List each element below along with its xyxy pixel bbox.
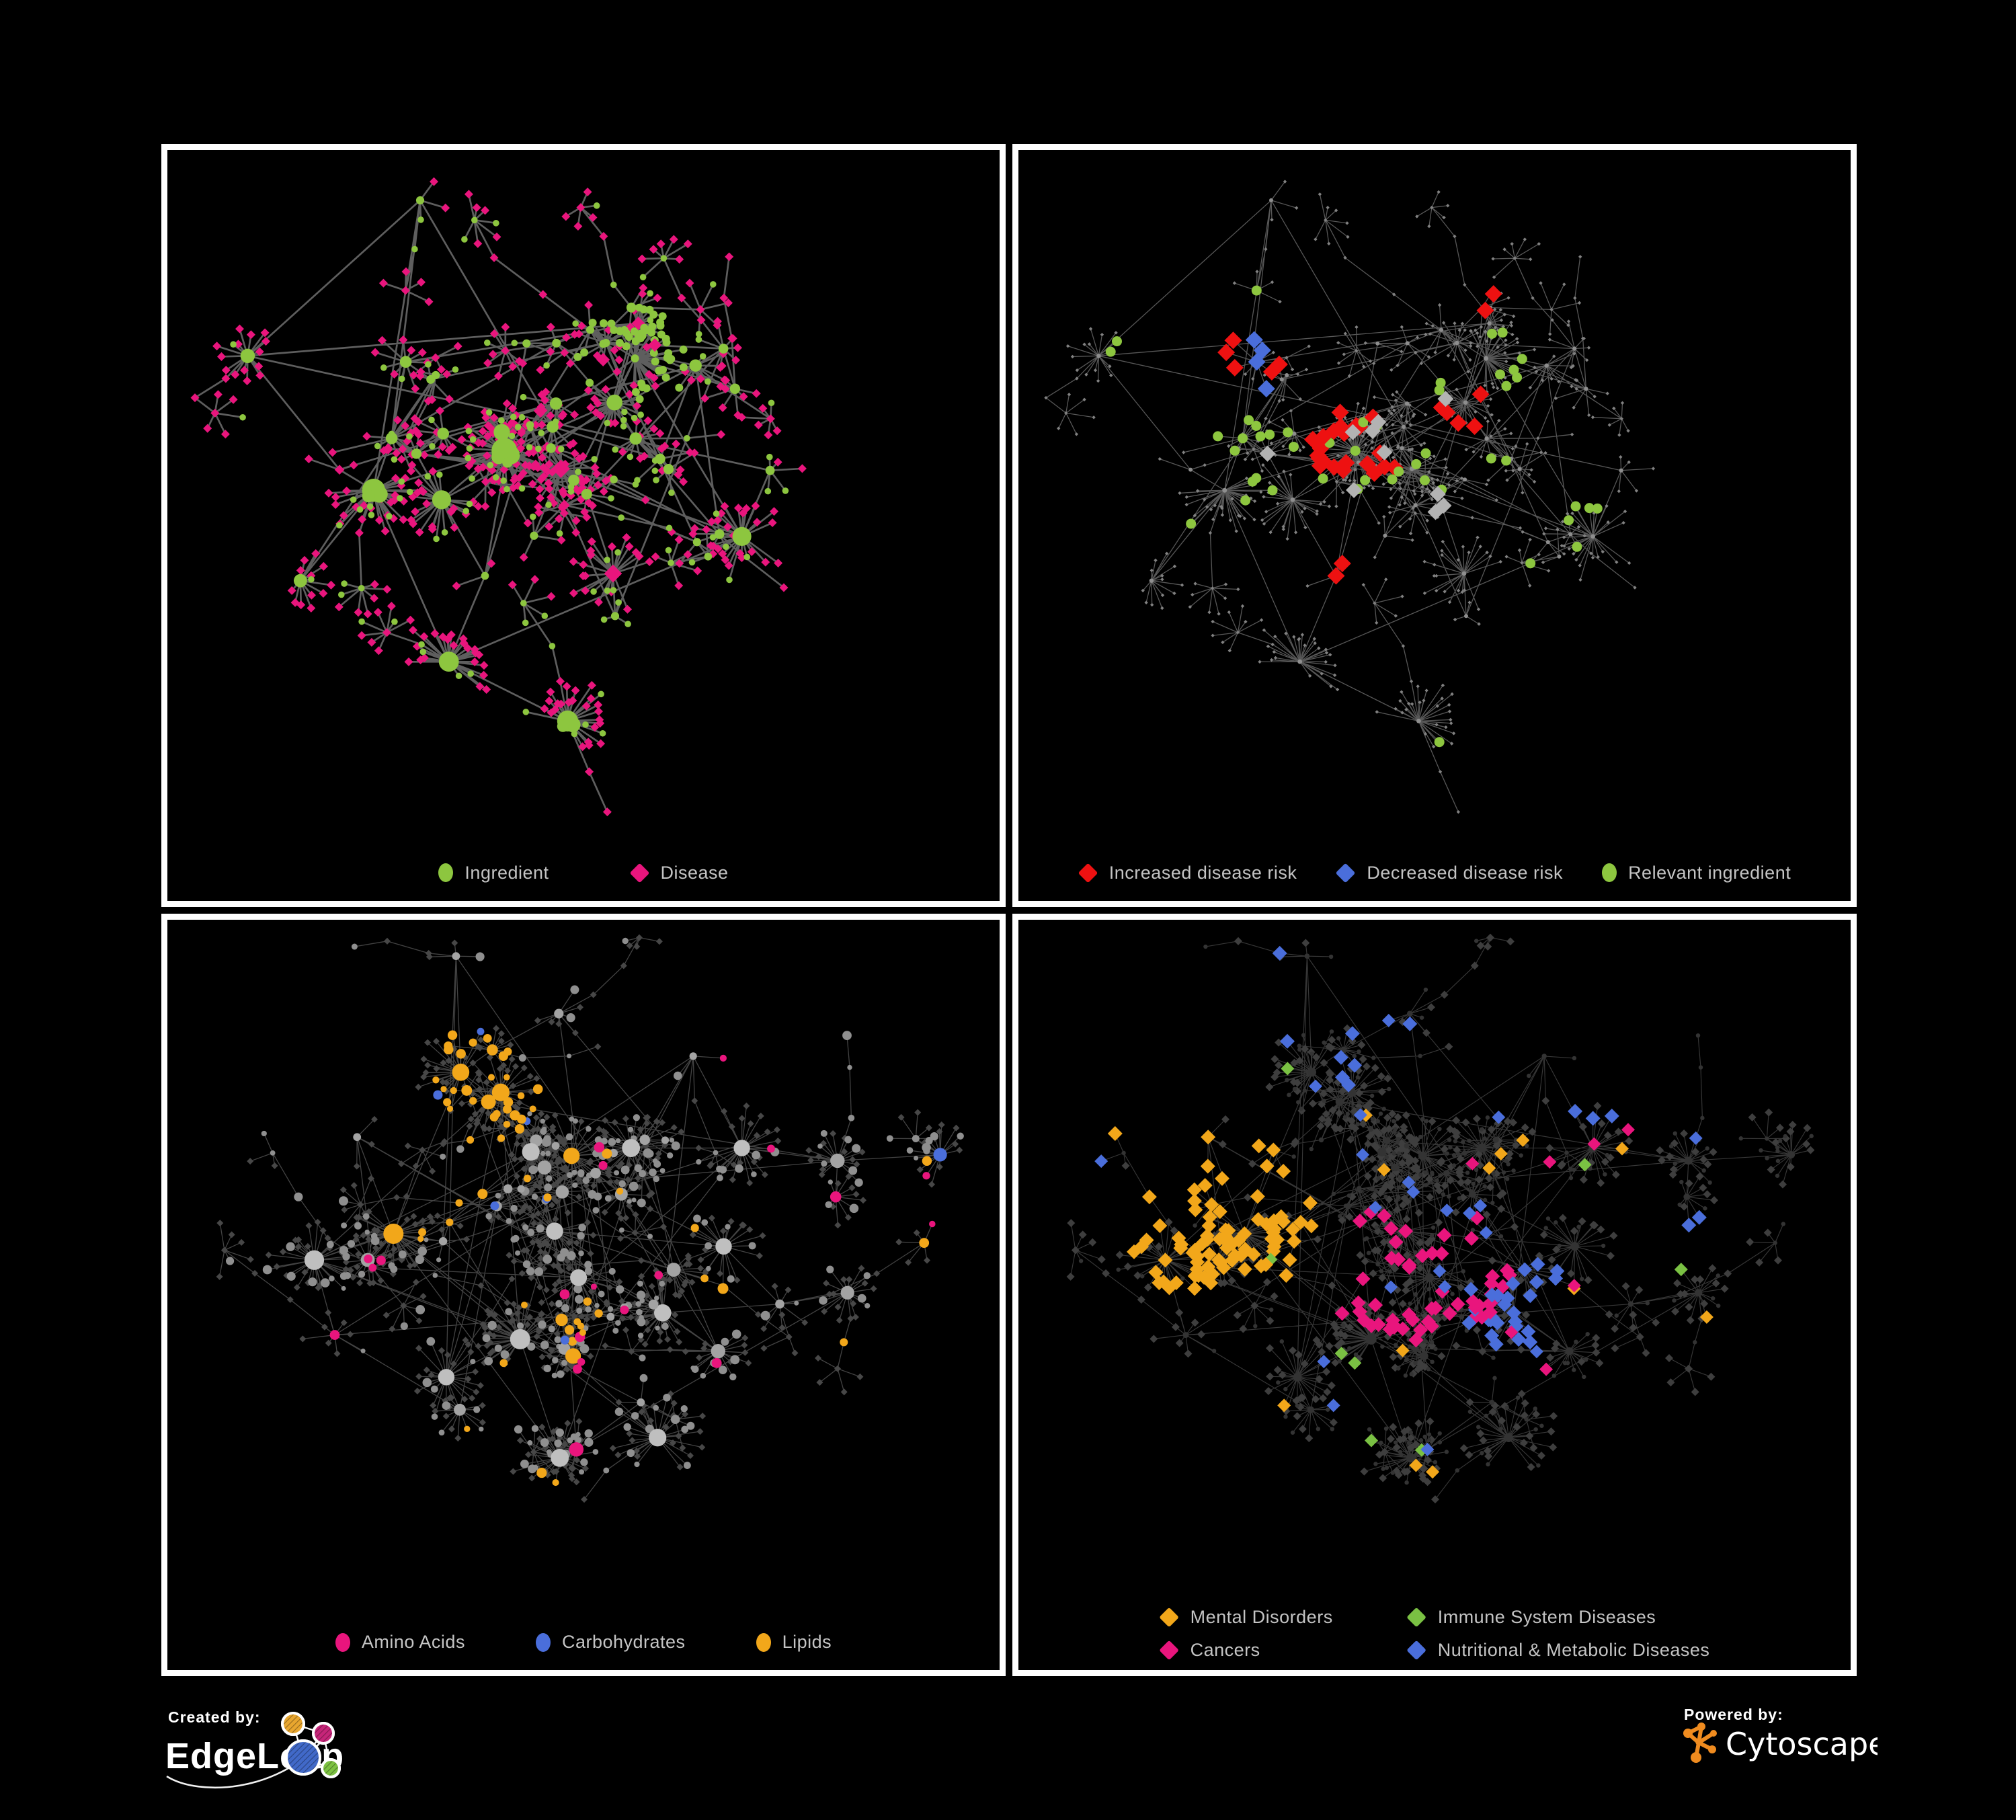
network-layer — [1044, 180, 1656, 814]
network-disease-classes — [1066, 933, 1815, 1503]
legend-disease-risk: Increased disease risk Decreased disease … — [1018, 863, 1851, 883]
legend-item-mental-disorders: Mental Disorders — [1159, 1607, 1333, 1628]
legend-item-decreased-disease-risk: Decreased disease risk — [1336, 863, 1563, 883]
legend-item-amino-acids: Amino Acids — [335, 1632, 465, 1653]
legend-label: Increased disease risk — [1108, 862, 1297, 883]
panel-disease-risk: Increased disease risk Decreased disease … — [1012, 144, 1857, 907]
legend-swatch-diamond — [1406, 1607, 1427, 1628]
created-by-label: Created by: — [168, 1708, 261, 1726]
legend-nutrient-classes: Amino Acids Carbohydrates Lipids — [167, 1632, 1000, 1653]
panel-disease-classes: Mental Disorders Immune System Diseases Ca… — [1012, 913, 1857, 1676]
legend-swatch-diamond — [1159, 1607, 1179, 1628]
legend-label: Ingredient — [465, 862, 549, 883]
legend-swatch-diamond — [1406, 1640, 1427, 1661]
legend-label: Decreased disease risk — [1367, 862, 1564, 883]
legend-label: Relevant ingredient — [1628, 862, 1791, 883]
cytoscape-glyph — [1683, 1723, 1717, 1763]
edgeleap-credit: Created by: EdgeLeap — [164, 1706, 366, 1804]
legend-swatch-circle — [756, 1632, 771, 1652]
cytoscape-logo: Powered by: — [1683, 1706, 1887, 1763]
network-edges — [1045, 181, 1654, 813]
legend-swatch-circle — [335, 1632, 350, 1652]
legend-label: Cancers — [1190, 1640, 1260, 1660]
legend-swatch-diamond — [1336, 863, 1356, 883]
legend-swatch-diamond — [629, 863, 649, 883]
network-disease-risk — [1044, 180, 1656, 814]
legend-swatch-circle — [535, 1632, 551, 1652]
panel-grid: Ingredient Disease Increased disease risk… — [161, 144, 1857, 1676]
legend-item-relevant-ingredient: Relevant ingredient — [1602, 863, 1791, 883]
network-edges — [1070, 937, 1812, 1500]
leaf-nodes — [216, 934, 963, 1503]
network-layer — [1066, 933, 1815, 1503]
legend-label: Amino Acids — [361, 1632, 465, 1652]
legend-label: Immune System Diseases — [1437, 1607, 1656, 1627]
legend-swatch-circle — [1602, 863, 1617, 882]
legend-item-disease: Disease — [629, 862, 729, 883]
legend-label: Carbohydrates — [561, 1632, 686, 1652]
legend-item-increased-disease-risk: Increased disease risk — [1078, 863, 1297, 883]
legend-ingredient-disease: Ingredient Disease — [167, 863, 1000, 883]
legend-item-carbohydrates: Carbohydrates — [535, 1632, 686, 1653]
legend-swatch-diamond — [1078, 863, 1098, 883]
legend-item-nutritional-metabolic-diseases: Nutritional & Metabolic Diseases — [1406, 1640, 1710, 1661]
legend-item-ingredient: Ingredient — [438, 863, 549, 883]
edgeleap-network-nodes — [281, 1712, 341, 1778]
powered-by-label: Powered by: — [1684, 1706, 1783, 1723]
legend-item-cancers: Cancers — [1159, 1640, 1260, 1661]
legend-label: Nutritional & Metabolic Diseases — [1437, 1640, 1710, 1660]
cytoscape-brand-text: Cytoscape — [1726, 1726, 1878, 1762]
network-layer — [216, 934, 964, 1503]
legend-item-lipids: Lipids — [756, 1632, 832, 1653]
panel-nutrient-classes: Amino Acids Carbohydrates Lipids — [161, 913, 1006, 1676]
network-layer — [190, 177, 807, 817]
legend-label: Disease — [660, 862, 729, 883]
network-ingredient-disease — [190, 177, 807, 817]
network-edges — [194, 180, 803, 813]
legend-label: Lipids — [782, 1632, 832, 1652]
network-nutrient-classes — [216, 934, 964, 1503]
legend-item-immune-system-diseases: Immune System Diseases — [1406, 1607, 1656, 1628]
leaf-nodes — [1044, 180, 1656, 814]
legend-label: Mental Disorders — [1190, 1607, 1333, 1627]
cytoscape-credit: Powered by: — [1676, 1706, 1887, 1774]
legend-disease-classes: Mental Disorders Immune System Diseases Ca… — [1159, 1607, 1710, 1661]
panel-ingredient-disease: Ingredient Disease — [161, 144, 1006, 907]
legend-swatch-diamond — [1159, 1640, 1179, 1661]
network-edges — [218, 937, 961, 1500]
edgeleap-logo: Created by: EdgeLeap — [165, 1708, 344, 1789]
legend-swatch-circle — [438, 863, 454, 882]
